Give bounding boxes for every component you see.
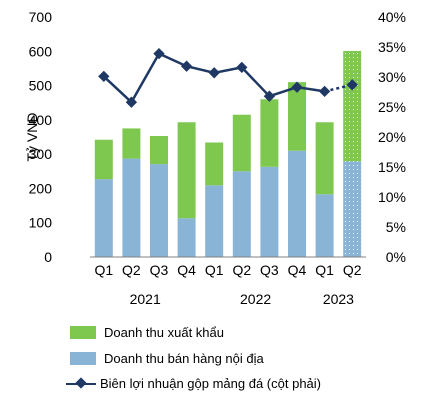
y2-tick-label: 0%: [386, 249, 406, 265]
legend-swatch-domestic: [70, 351, 96, 365]
legend-label-export: Doanh thu xuất khẩu: [104, 324, 224, 340]
x-tick-label: Q2: [122, 262, 141, 278]
y2-tick-label: 40%: [378, 9, 406, 25]
bar-export: [205, 142, 224, 186]
legend-item-export: Doanh thu xuất khẩu: [70, 322, 224, 342]
bar-export: [260, 99, 279, 167]
bar-domestic: [260, 166, 279, 257]
x-tick-label: Q2: [232, 262, 251, 278]
y-tick-label: 400: [29, 112, 53, 128]
margin-point: [208, 67, 220, 79]
bar-domestic: [94, 179, 113, 257]
margin-point: [180, 60, 193, 72]
chart-canvas: 0 100 200 300 400 500 600 700 0% 5% 10% 15% 20% 25% 30…: [24, 9, 406, 307]
legend-swatch-export: [70, 325, 96, 339]
x-tick-label: Q3: [260, 262, 279, 278]
y2-tick-label: 25%: [378, 99, 406, 115]
x-group-label: 2021: [130, 291, 161, 307]
bar-domestic: [150, 164, 168, 257]
y-tick-label: 600: [29, 43, 53, 59]
bar-export: [177, 122, 196, 219]
x-tick-label: Q1: [315, 262, 334, 278]
legend-label-margin: Biên lợi nhuận gộp mảng đá (cột phải): [100, 375, 321, 391]
margin-point: [125, 96, 138, 108]
bar-export: [315, 122, 334, 195]
bar-domestic: [177, 218, 196, 257]
legend-item-domestic: Doanh thu bán hàng nội địa: [70, 348, 264, 368]
x-tick-label: Q1: [205, 262, 224, 278]
y2-tick-label: 30%: [378, 69, 406, 85]
margin-point: [153, 47, 165, 60]
x-tick-label: Q2: [343, 262, 362, 278]
margin-point: [318, 85, 331, 98]
x-group-label: 2022: [240, 291, 271, 307]
y-tick-label: 100: [29, 215, 53, 231]
bar-domestic: [288, 150, 306, 257]
x-tick-label: Q4: [177, 262, 196, 278]
bar-domestic: [232, 171, 251, 257]
margin-line-forecast: [324, 83, 353, 93]
y2-tick-label: 15%: [378, 159, 406, 175]
y-tick-label: 500: [29, 78, 53, 94]
legend-swatch-margin: [66, 376, 96, 390]
legend-item-margin: Biên lợi nhuận gộp mảng đá (cột phải): [66, 373, 321, 393]
y-tick-label: 300: [29, 146, 53, 162]
bar-export: [232, 114, 251, 172]
bar-export: [150, 135, 168, 165]
bar-export: [288, 82, 306, 151]
y-tick-label: 0: [44, 249, 52, 265]
y2-tick-label: 20%: [378, 129, 406, 145]
x-tick-label: Q1: [94, 262, 113, 278]
bar-export: [122, 128, 141, 159]
y-tick-label: 700: [29, 9, 53, 25]
bar-domestic: [205, 185, 224, 257]
bar-domestic: [343, 161, 362, 257]
legend-label-domestic: Doanh thu bán hàng nội địa: [104, 350, 264, 366]
bar-export: [94, 139, 113, 180]
y2-tick-label: 5%: [386, 219, 406, 235]
y2-tick-label: 35%: [378, 39, 406, 55]
y2-tick-label: 10%: [378, 189, 406, 205]
y-axis-title: Tỷ VNĐ: [24, 113, 40, 162]
bar-export: [343, 50, 362, 162]
x-tick-label: Q4: [288, 262, 307, 278]
bar-domestic: [122, 158, 141, 257]
x-group-label: 2023: [323, 291, 354, 307]
x-tick-label: Q3: [150, 262, 169, 278]
bar-domestic: [315, 194, 334, 257]
y-tick-label: 200: [29, 180, 53, 196]
